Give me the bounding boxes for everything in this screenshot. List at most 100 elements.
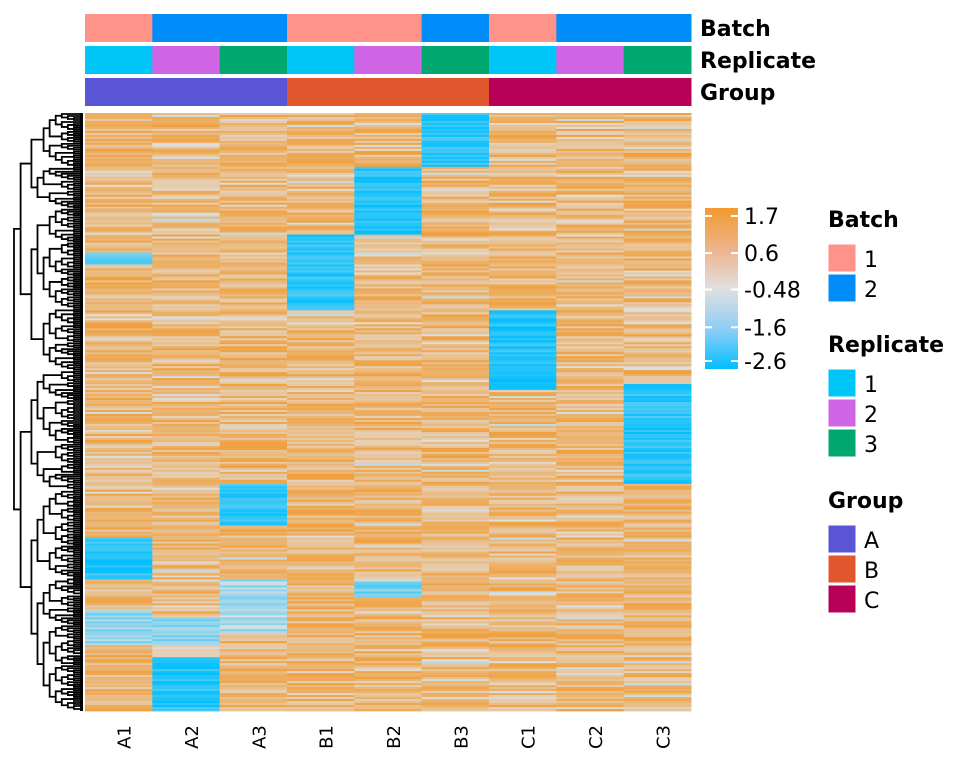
heatmap-cell — [287, 655, 355, 658]
heatmap-cell — [623, 675, 692, 678]
heatmap-cell — [556, 242, 625, 245]
heatmap-cell — [556, 192, 625, 196]
heatmap-cell — [354, 222, 423, 226]
heatmap-cell — [489, 128, 557, 132]
heatmap-cell — [354, 531, 423, 534]
heatmap-cell — [152, 356, 221, 359]
heatmap-cell — [489, 302, 557, 305]
heatmap-cell — [152, 697, 221, 700]
heatmap-cell — [556, 113, 625, 116]
heatmap-cell — [287, 346, 355, 349]
dendrogram-branch — [73, 378, 80, 383]
heatmap-cell — [287, 162, 355, 166]
heatmap-cell — [354, 226, 423, 230]
heatmap-cell — [489, 248, 557, 251]
heatmap-cell — [556, 178, 625, 182]
heatmap-cell — [489, 148, 557, 152]
heatmap-cell — [421, 286, 490, 289]
heatmap-cell — [287, 633, 355, 636]
heatmap-cell — [489, 423, 557, 427]
heatmap-cell — [556, 541, 625, 544]
heatmap-cell — [85, 529, 153, 532]
dendrogram-branch — [66, 115, 80, 120]
heatmap-cell — [556, 679, 625, 682]
heatmap-cell — [489, 517, 557, 521]
heatmap-cell — [152, 535, 221, 538]
heatmap-cell — [85, 214, 153, 218]
heatmap-cell — [152, 200, 221, 204]
heatmap-cell — [287, 495, 355, 499]
heatmap-cell — [85, 671, 153, 674]
heatmap-cell — [421, 565, 490, 568]
heatmap-cell — [421, 234, 490, 237]
heatmap-cell — [219, 216, 288, 220]
heatmap-cell — [489, 212, 557, 216]
heatmap-cell — [556, 595, 625, 598]
heatmap-cell — [421, 412, 490, 415]
heatmap-cell — [623, 126, 692, 130]
heatmap-cell — [152, 158, 221, 162]
dendrogram-branch — [60, 545, 80, 551]
dendrogram-branch — [66, 533, 80, 539]
heatmap-cell — [354, 318, 423, 321]
heatmap-cell — [85, 475, 153, 479]
heatmap-cell — [421, 240, 490, 243]
heatmap-cell — [354, 168, 423, 172]
heatmap-cell — [489, 142, 557, 146]
heatmap-cell — [152, 154, 221, 158]
heatmap-cell — [287, 627, 355, 630]
heatmap-cell — [219, 423, 288, 427]
heatmap-cell — [489, 651, 557, 654]
heatmap-cell — [421, 188, 490, 192]
heatmap-cell — [489, 463, 557, 467]
heatmap-cell — [556, 254, 625, 257]
heatmap-cell — [489, 380, 557, 383]
dendrogram-branch — [42, 127, 50, 152]
heatmap-cell — [219, 234, 288, 237]
dendrogram-branch — [73, 374, 80, 379]
heatmap-cell — [219, 701, 288, 704]
heatmap-cell — [287, 677, 355, 680]
heatmap-cell — [219, 116, 288, 120]
heatmap-cell — [421, 643, 490, 646]
heatmap-cell — [85, 158, 153, 162]
heatmap-cell — [287, 178, 355, 182]
heatmap-cell — [219, 338, 288, 341]
heatmap-cell — [152, 645, 221, 648]
dendrogram-branch — [48, 119, 62, 138]
heatmap-cell — [421, 180, 490, 184]
heatmap-cell — [219, 437, 288, 441]
heatmap-cell — [219, 372, 288, 375]
heatmap-cell — [219, 220, 288, 224]
dendrogram-branch — [66, 595, 80, 601]
dendrogram-branch — [54, 151, 74, 161]
heatmap-cell — [287, 425, 355, 429]
heatmap-cell — [556, 262, 625, 265]
heatmap-cell — [556, 246, 625, 249]
heatmap-cell — [623, 661, 692, 664]
heatmap-cell — [219, 172, 288, 176]
heatmap-cell — [287, 340, 355, 343]
heatmap-cell — [287, 358, 355, 361]
heatmap-cell — [489, 607, 557, 610]
heatmap-cell — [219, 641, 288, 644]
heatmap-cell — [354, 543, 423, 546]
heatmap-cell — [489, 264, 557, 267]
heatmap-cell — [421, 250, 490, 253]
heatmap-cell — [556, 609, 625, 612]
heatmap-cell — [623, 641, 692, 644]
heatmap-cell — [354, 613, 423, 616]
heatmap-cell — [489, 113, 557, 116]
dendrogram-branch — [54, 614, 74, 621]
dendrogram-branch — [73, 661, 80, 666]
heatmap-cell — [85, 234, 153, 237]
heatmap-cell — [421, 202, 490, 206]
heatmap-cell — [219, 623, 288, 626]
heatmap-cell — [421, 421, 490, 425]
heatmap-cell — [85, 605, 153, 608]
heatmap-cell — [152, 192, 221, 196]
heatmap-cell — [152, 465, 221, 469]
heatmap-cell — [556, 497, 625, 501]
heatmap-cell — [556, 322, 625, 325]
heatmap-cell — [421, 641, 490, 644]
